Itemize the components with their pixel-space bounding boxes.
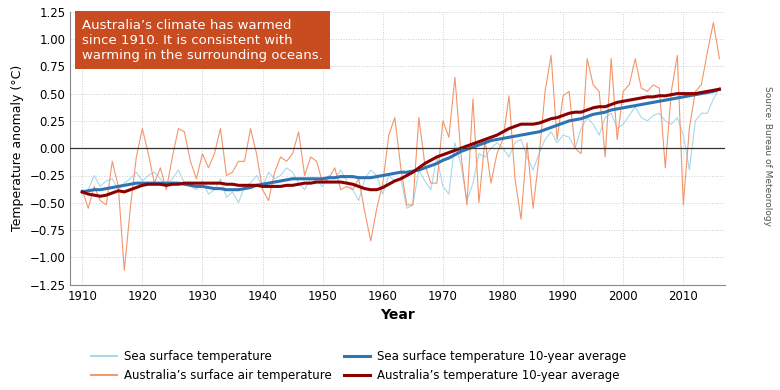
Legend: Sea surface temperature, Australia’s surface air temperature, Sea surface temper: Sea surface temperature, Australia’s sur… <box>87 345 631 386</box>
Text: Source: Bureau of Meteorology: Source: Bureau of Meteorology <box>763 86 772 226</box>
Y-axis label: Temperature anomaly (°C): Temperature anomaly (°C) <box>11 65 23 231</box>
Text: Australia’s climate has warmed
since 1910. It is consistent with
warming in the : Australia’s climate has warmed since 191… <box>82 18 323 62</box>
X-axis label: Year: Year <box>381 308 415 322</box>
